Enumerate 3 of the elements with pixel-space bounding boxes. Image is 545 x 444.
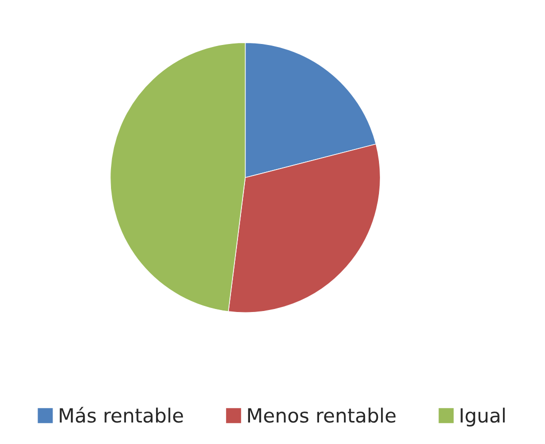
legend-label: Igual	[460, 408, 505, 426]
legend-label: Menos rentable	[248, 408, 396, 423]
legend-label: Más rentable	[60, 406, 183, 423]
